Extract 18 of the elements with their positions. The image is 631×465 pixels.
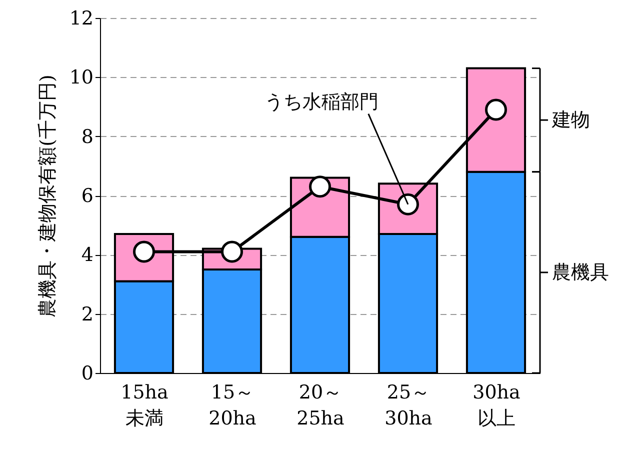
legend-label: 農機具 [552,261,609,284]
x-tick-label: 25～ 30ha [384,382,432,430]
point [485,98,507,121]
x-tick-label: 15ha 未満 [120,382,168,430]
y-tick-label: 8 [81,126,94,148]
x-tick-label: 20～ 25ha [296,382,344,430]
legend-label: 建物 [551,109,590,132]
text: うち水稲部門 [264,90,378,113]
y-tick-label: 10 [69,66,94,89]
y-tick-label: 4 [81,244,94,266]
point [309,176,331,198]
y-tick-label: 12 [69,8,94,30]
y-tick-label: 2 [81,303,94,326]
y-tick-label: 0 [81,362,94,384]
x-tick-label: 30ha 以上 [472,382,520,430]
x-tick-label: 15～ 20ha [208,382,256,430]
y-axis-title: 農機具・建物保有額(千万円) [36,74,58,318]
y-tick-label: 6 [81,185,94,207]
